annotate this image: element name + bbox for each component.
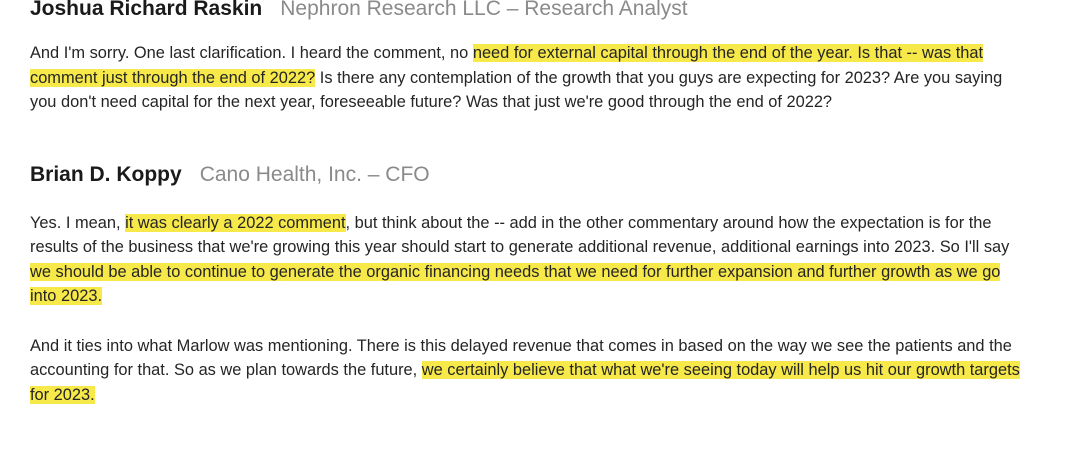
speaker-role: Nephron Research LLC – Research Analyst [280,0,688,20]
text-segment: Is there any contemplation of the growth… [30,68,1003,112]
speaker-name: Brian D. Koppy [30,162,182,186]
transcript-paragraph: And it ties into what Marlow was mention… [30,334,1030,408]
speaker-name: Joshua Richard Raskin [30,0,263,20]
text-segment: And it ties into what Marlow was mention… [30,336,1012,380]
text-segment: , but think about the -- add in the othe… [30,213,1010,257]
highlighted-text: it was clearly a 2022 comment [125,213,346,232]
speaker-role: Cano Health, Inc. – CFO [199,162,430,186]
transcript-page: Joshua Richard Raskin Nephron Research L… [30,0,1030,407]
speaker-header: Brian D. Koppy Cano Health, Inc. – CFO [30,160,1030,190]
text-segment: And I'm sorry. One last clarification. I… [30,44,473,62]
highlighted-text: we should be able to continue to generat… [30,262,1001,305]
text-segment: Yes. I mean, [30,213,126,232]
transcript-paragraph: Yes. I mean, it was clearly a 2022 comme… [30,211,1030,309]
transcript-paragraph: And I'm sorry. One last clarification. I… [30,41,1030,115]
speaker-header: Joshua Richard Raskin Nephron Research L… [30,0,1030,24]
